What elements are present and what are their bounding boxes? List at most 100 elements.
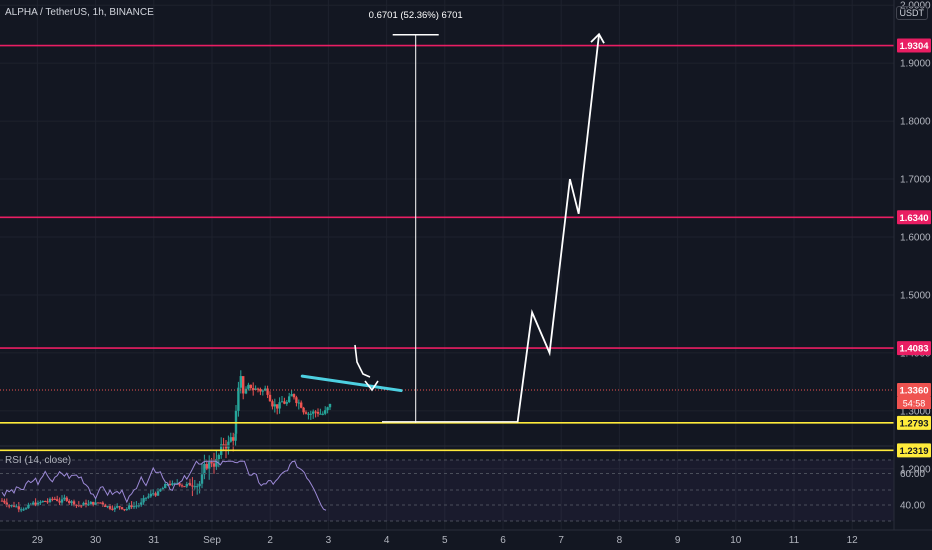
candle-body — [116, 506, 119, 508]
grid — [0, 0, 894, 530]
y-tick-label: 1.9000 — [900, 59, 931, 70]
y-tick-label: 1.7000 — [900, 175, 931, 186]
candle-body — [203, 464, 206, 475]
x-tick-label: 7 — [558, 535, 564, 546]
candle-body — [56, 499, 59, 502]
candle-body — [264, 388, 267, 391]
rsi-line — [1, 460, 327, 511]
candle-body — [249, 384, 252, 389]
candle-body — [237, 387, 240, 411]
candle-body — [152, 493, 155, 495]
candle-body — [280, 401, 284, 403]
candle-body — [22, 509, 25, 511]
candle-body — [128, 505, 131, 509]
symbol-legend[interactable]: ALPHA / TetherUS, 1h, BINANCE — [5, 7, 154, 18]
support-price-tag: 1.2793 — [899, 418, 928, 429]
candle-body — [99, 502, 102, 504]
current-price-tag-bg — [897, 382, 931, 397]
candle-body — [149, 493, 152, 497]
candle-body — [12, 504, 16, 507]
candle-body — [144, 497, 148, 499]
candle-body — [324, 410, 327, 414]
measure-label: 0.6701 (52.36%) 6701 — [369, 10, 463, 21]
candle-body — [193, 486, 196, 488]
candle-body — [326, 407, 329, 411]
candle-body — [94, 502, 97, 505]
candle-body — [208, 462, 211, 469]
candle-body — [39, 502, 42, 504]
candle-body — [111, 508, 114, 510]
candle-body — [113, 507, 116, 510]
candle-body — [34, 502, 37, 506]
candle-body — [229, 437, 232, 442]
candle-body — [290, 394, 293, 397]
resistance-price-tag-bg — [897, 38, 931, 53]
candle-body — [171, 483, 174, 485]
currency-button[interactable]: USDT — [895, 6, 928, 20]
candle-body — [125, 508, 128, 510]
support-price-tag-bg — [897, 415, 931, 430]
candle-body — [302, 407, 305, 413]
projection-arrow-head — [590, 32, 605, 44]
candle-body — [328, 403, 332, 408]
candle-body — [247, 384, 250, 389]
candle-body — [101, 502, 104, 505]
candle-body — [44, 501, 47, 503]
current-price-tag: 1.3360 — [899, 385, 928, 396]
candle-body — [276, 404, 279, 409]
x-tick-label: 8 — [617, 535, 623, 546]
candle-body — [106, 506, 109, 508]
candle-body — [63, 497, 66, 500]
candle-body — [164, 484, 167, 489]
candle-body — [283, 401, 286, 404]
support-price-tag-bg — [897, 443, 931, 458]
rsi-legend[interactable]: RSI (14, close) — [5, 455, 72, 466]
candle-body — [180, 485, 184, 487]
candle-body — [147, 496, 150, 498]
candle-body — [15, 506, 18, 508]
x-tick-label: 3 — [326, 535, 332, 546]
candle-body — [239, 376, 242, 388]
candle-body — [196, 486, 199, 488]
candle-body — [188, 483, 192, 486]
x-tick-label: 4 — [384, 535, 390, 546]
candle-body — [300, 402, 303, 408]
down-arrow-head — [364, 380, 379, 392]
candle-body — [3, 500, 6, 503]
candle-body — [297, 402, 300, 404]
candle-body — [285, 402, 288, 404]
candle-body — [32, 502, 35, 505]
candle-body — [178, 483, 181, 486]
candle-body — [17, 506, 20, 510]
candle-body — [168, 483, 172, 485]
candle-body — [314, 411, 317, 413]
candle-body — [288, 396, 291, 403]
candle-body — [53, 498, 56, 500]
x-tick-label: 9 — [675, 535, 681, 546]
x-tick-label: 6 — [500, 535, 506, 546]
candle-body — [75, 504, 78, 506]
price-labels: 1.9304 1.6340 1.4083 1.3360 54:58 1.2793 1.231… — [897, 38, 931, 458]
current-price-tag-extra-bg — [897, 396, 931, 409]
rsi-tick-label: 60.00 — [900, 469, 925, 480]
candle-body — [261, 390, 264, 392]
candle-body — [96, 502, 100, 504]
candle-body — [259, 389, 262, 392]
candle-body — [87, 504, 90, 506]
x-tick-label: 29 — [32, 535, 44, 546]
candle-body — [46, 501, 49, 503]
x-tick-label: 11 — [789, 535, 800, 546]
candle-body — [118, 506, 121, 508]
candle-body — [8, 505, 11, 507]
y-tick-label: 1.5000 — [900, 290, 931, 301]
candle-body — [254, 388, 257, 390]
candle-body — [130, 505, 133, 507]
candle-body — [82, 502, 85, 506]
resistance-price-tag-bg — [897, 341, 931, 356]
down-move-line — [354, 344, 371, 378]
wedge-trendline — [300, 374, 403, 393]
candle-body — [292, 394, 296, 398]
candle-body — [41, 501, 44, 503]
